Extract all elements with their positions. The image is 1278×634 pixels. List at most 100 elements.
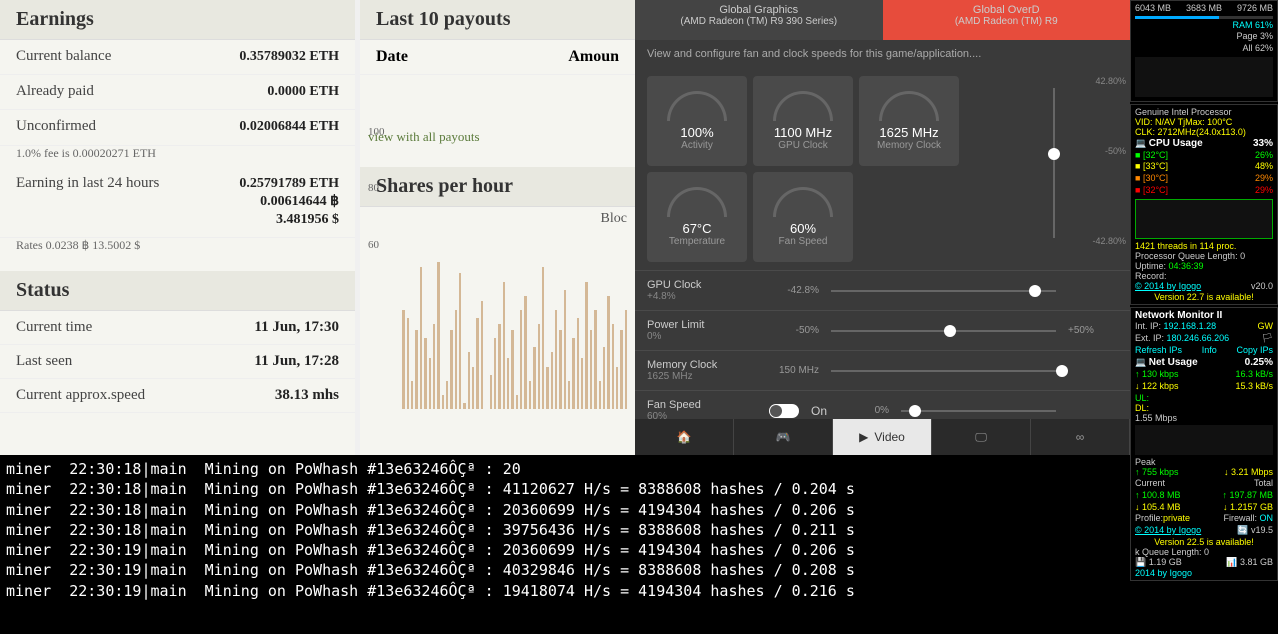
- status-title: Status: [0, 271, 355, 311]
- earnings-row: Unconfirmed0.02006844 ETH: [0, 110, 355, 145]
- slider-sub: +4.8%: [647, 291, 757, 302]
- slider-thumb[interactable]: [1056, 365, 1068, 377]
- all-payouts-link[interactable]: view with all payouts: [360, 125, 635, 149]
- stat-value: 0.25791789 ETH0.00614644 ฿3.481956 $: [239, 175, 339, 230]
- cpu-widget: Genuine Intel Processor VID: N/AV TjMax:…: [1130, 104, 1278, 305]
- chart-bar: [411, 381, 413, 409]
- gauge-value: 1100 MHz: [774, 125, 832, 140]
- chart-bar: [568, 381, 570, 409]
- refresh-ips-link[interactable]: Refresh IPs: [1135, 345, 1182, 357]
- payouts-header: Date Amoun: [360, 40, 635, 75]
- vslider-thumb[interactable]: [1048, 148, 1060, 160]
- chart-bar: [625, 310, 627, 409]
- gauge-label: Fan Speed: [779, 236, 828, 247]
- chart-bar: [424, 338, 426, 409]
- chart-bar: [433, 324, 435, 409]
- chart-bar: [402, 310, 404, 409]
- copy-ips-link[interactable]: Copy IPs: [1236, 345, 1273, 357]
- tab-label: Video: [874, 430, 904, 444]
- cpu-core-row: ■ [33°C]48%: [1135, 161, 1273, 173]
- slider-gpu-clock: GPU Clock+4.8%-42.8%: [635, 270, 1130, 310]
- chart-bar: [585, 282, 587, 410]
- chart-bar: [476, 318, 478, 409]
- slider-track[interactable]: [831, 370, 1056, 372]
- earnings-row: Already paid 0.0000 ETH: [0, 75, 355, 110]
- gauge-label: Temperature: [669, 236, 725, 247]
- stat-value: 0.0000 ETH: [267, 83, 339, 101]
- stat-label: Current time: [16, 319, 92, 336]
- bottom-tab[interactable]: 🏠: [635, 419, 734, 455]
- chart-bar: [507, 358, 509, 409]
- gauges: 100%Activity1100 MHzGPU Clock1625 MHzMem…: [635, 68, 975, 270]
- tab-icon: ▶: [859, 430, 868, 444]
- slider-max: +50%: [1068, 325, 1118, 336]
- chart-bar: [490, 375, 492, 409]
- gauge-label: Activity: [681, 140, 713, 151]
- stat-value: 0.02006844 ETH: [239, 118, 339, 136]
- tab-icon: ∞: [1076, 430, 1085, 444]
- gpu-tab[interactable]: Global Graphics(AMD Radeon (TM) R9 390 S…: [635, 0, 883, 40]
- bottom-tab[interactable]: 🖵: [932, 419, 1031, 455]
- chart-bar: [590, 330, 592, 409]
- cpu-core-row: ■ [30°C]29%: [1135, 173, 1273, 185]
- slider-track[interactable]: [831, 290, 1056, 292]
- gauge-arc-icon: [879, 91, 939, 121]
- chart-bar: [503, 282, 505, 410]
- chart-bar: [533, 347, 535, 409]
- stat-label: Already paid: [16, 83, 94, 101]
- slider-thumb[interactable]: [944, 325, 956, 337]
- bottom-tab[interactable]: ∞: [1031, 419, 1130, 455]
- toggle-label: On: [811, 404, 827, 418]
- chart-bar: [546, 367, 548, 410]
- net-copy-link[interactable]: © 2014 by Igogo: [1135, 525, 1201, 537]
- chart-bar: [564, 290, 566, 409]
- chart-title: Bloc: [360, 207, 635, 231]
- cpu-copy-link[interactable]: © 2014 by Igogo: [1135, 281, 1201, 293]
- stat-value: 0.35789032 ETH: [239, 48, 339, 66]
- slider-sub: 0%: [647, 331, 757, 342]
- bottom-tab[interactable]: ▶ Video: [833, 419, 932, 455]
- bottom-tab[interactable]: 🎮: [734, 419, 833, 455]
- earnings-title: Earnings: [0, 0, 355, 40]
- slider-thumb[interactable]: [909, 405, 921, 417]
- info-link[interactable]: Info: [1202, 345, 1217, 357]
- chart-bar: [429, 358, 431, 409]
- toggle[interactable]: [769, 404, 799, 418]
- slider-min: 150 MHz: [769, 365, 819, 376]
- stat-label: Current approx.speed: [16, 387, 145, 404]
- chart-bar: [520, 310, 522, 409]
- slider-min: 0%: [839, 405, 889, 416]
- slider-label: Fan Speed: [647, 399, 757, 411]
- cpu-core-row: ■ [32°C]29%: [1135, 185, 1273, 197]
- chart-bar: [551, 352, 553, 409]
- chart-bar: [555, 310, 557, 409]
- chart-bar: [538, 324, 540, 409]
- chart-bar: [603, 347, 605, 409]
- slider-min: -50%: [769, 325, 819, 336]
- chart-bar: [529, 381, 531, 409]
- chart-bar: [420, 267, 422, 409]
- slider-thumb[interactable]: [1029, 285, 1041, 297]
- gauge-label: GPU Clock: [778, 140, 827, 151]
- tab-icon: 🏠: [677, 430, 692, 444]
- chart-bar: [594, 310, 596, 409]
- payouts-title: Last 10 payouts: [360, 0, 635, 40]
- gauge-gpu-clock: 1100 MHzGPU Clock: [753, 76, 853, 166]
- gauge-value: 60%: [790, 221, 816, 236]
- status-row: Current time11 Jun, 17:30: [0, 311, 355, 345]
- chart-bar: [407, 318, 409, 409]
- chart-bar: [599, 381, 601, 409]
- slider-power-limit: Power Limit0%-50%+50%: [635, 310, 1130, 350]
- mining-terminal: miner 22:30:18|main Mining on PoWhash #1…: [0, 455, 1130, 634]
- slider-track[interactable]: [831, 330, 1056, 332]
- chart-bar: [463, 403, 465, 409]
- earnings-row: Current balance0.35789032 ETH: [0, 40, 355, 75]
- slider-track[interactable]: [901, 410, 1056, 412]
- stat-value: 11 Jun, 17:28: [254, 353, 339, 370]
- chart-bar: [581, 358, 583, 409]
- gpu-tab[interactable]: Global OverD(AMD Radeon (TM) R9: [883, 0, 1131, 40]
- gauge-temperature: 67°CTemperature: [647, 172, 747, 262]
- chart-bar: [455, 310, 457, 409]
- chart-bar: [572, 338, 574, 409]
- date-header: Date: [376, 48, 408, 66]
